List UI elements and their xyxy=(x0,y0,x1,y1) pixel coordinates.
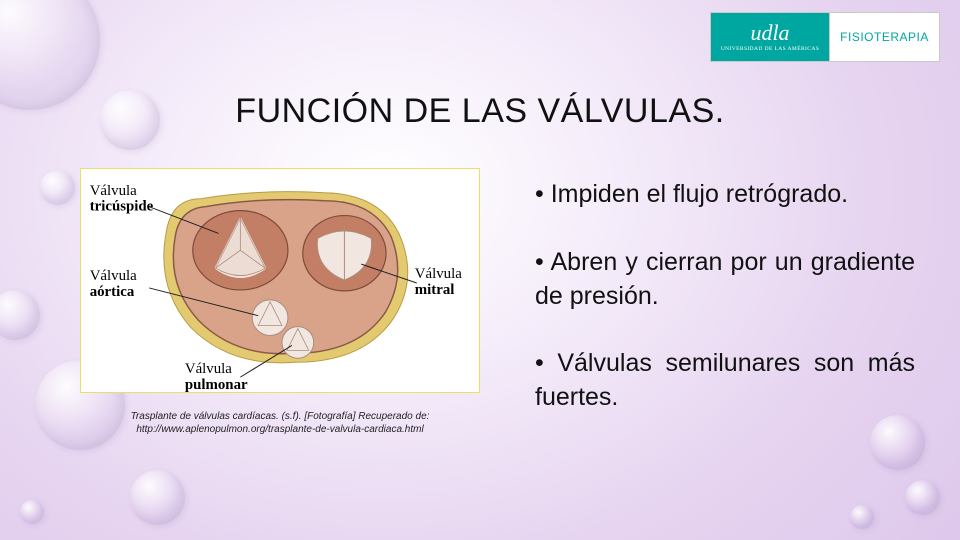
svg-text:tricúspide: tricúspide xyxy=(90,199,154,215)
water-drop xyxy=(850,505,874,529)
logo-subtext: UNIVERSIDAD DE LAS AMÉRICAS xyxy=(721,46,819,52)
bullet-item: • Abren y cierran por un gradiente de pr… xyxy=(535,246,915,314)
citation-line1: Trasplante de válvulas cardíacas. (s.f).… xyxy=(131,411,430,422)
logo-script: udla xyxy=(750,22,789,44)
logo-right-label: FISIOTERAPIA xyxy=(829,13,939,61)
valves-diagram: Válvula tricúspide Válvula aórtica Válvu… xyxy=(80,168,480,393)
bullet-item: • Impiden el flujo retrógrado. xyxy=(535,178,915,212)
svg-text:Válvula: Válvula xyxy=(90,268,137,284)
svg-text:pulmonar: pulmonar xyxy=(185,377,248,392)
svg-text:Válvula: Válvula xyxy=(185,361,232,377)
bullet-item: • Válvulas semilunares son más fuertes. xyxy=(535,347,915,415)
valves-svg: Válvula tricúspide Válvula aórtica Válvu… xyxy=(81,169,479,392)
water-drop xyxy=(0,290,40,340)
slide-title: FUNCIÓN DE LAS VÁLVULAS. xyxy=(0,92,960,131)
logo-badge: udla UNIVERSIDAD DE LAS AMÉRICAS FISIOTE… xyxy=(710,12,940,62)
citation-line2: http://www.aplenopulmon.org/trasplante-d… xyxy=(136,424,423,435)
water-drop xyxy=(130,470,185,525)
image-citation: Trasplante de válvulas cardíacas. (s.f).… xyxy=(80,410,480,436)
bullet-list: • Impiden el flujo retrógrado. • Abren y… xyxy=(535,178,915,449)
water-drop xyxy=(905,480,940,515)
svg-text:aórtica: aórtica xyxy=(90,284,135,300)
svg-text:Válvula: Válvula xyxy=(415,266,462,282)
water-drop xyxy=(40,170,75,205)
water-drop xyxy=(20,500,44,524)
logo-brand: udla UNIVERSIDAD DE LAS AMÉRICAS xyxy=(711,13,829,61)
svg-text:mitral: mitral xyxy=(415,282,455,298)
svg-text:Válvula: Válvula xyxy=(90,183,137,199)
